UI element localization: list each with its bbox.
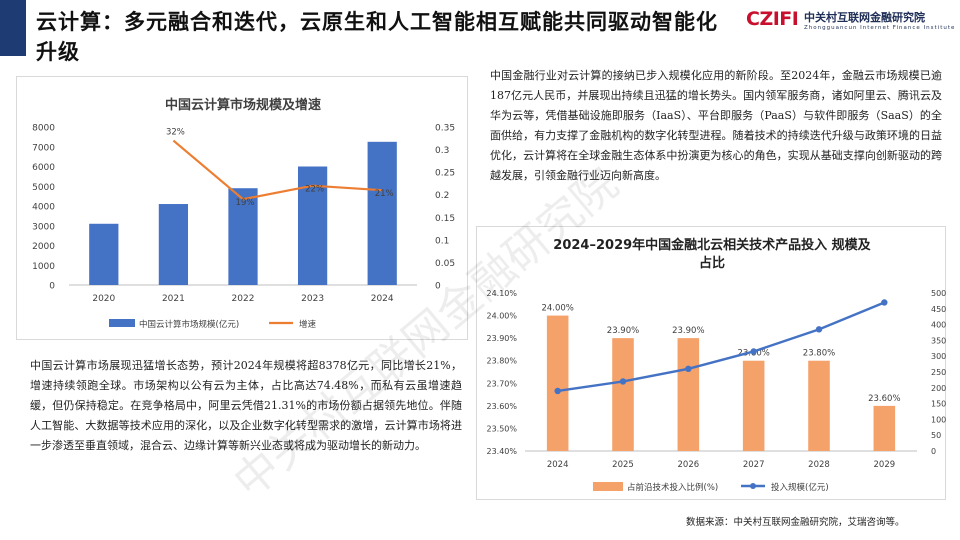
finance-cloud-paragraph: 中国金融行业对云计算的接纳已步入规模化应用的新阶段。至2024年，金融云市场规模… bbox=[490, 69, 942, 182]
legend-label-scale: 投入规模(亿元) bbox=[771, 482, 829, 493]
y-left-tick-label: 0 bbox=[49, 282, 55, 292]
investment-share-bar bbox=[612, 338, 634, 451]
growth-rate-label: 22% bbox=[305, 185, 324, 195]
chart-title: 中国云计算市场规模及增速 bbox=[165, 97, 321, 113]
y-right-tick-label: 350 bbox=[931, 336, 946, 345]
growth-rate-label: 21% bbox=[375, 189, 394, 199]
cloud-market-paragraph: 中国云计算市场展现迅猛增长态势，预计2024年规模将超8378亿元，同比增长21… bbox=[30, 359, 462, 452]
investment-share-label: 23.90% bbox=[672, 326, 704, 336]
legend-swatch-market-size bbox=[109, 319, 135, 327]
y-right-tick-label: 300 bbox=[931, 352, 946, 361]
y-left-tick-label: 2000 bbox=[32, 242, 55, 252]
market-size-chart-panel: 中国云计算市场规模及增速 0 1000 2000 3000 4000 5000 6000 700… bbox=[16, 76, 468, 340]
y-right-tick-label: 250 bbox=[931, 368, 946, 377]
y-left-tick-label: 1000 bbox=[32, 262, 55, 272]
y-left-tick-label: 7000 bbox=[32, 143, 55, 153]
y-right-tick-label: 0.2 bbox=[435, 191, 449, 201]
logo-name: 中关村互联网金融研究院 bbox=[804, 11, 925, 24]
y-right-tick-label: 400 bbox=[931, 321, 946, 330]
x-tick-label: 2028 bbox=[808, 460, 830, 470]
finance-cloud-investment-chart-panel: 2024–2029年中国金融北云相关技术产品投入 规模及 占比 23.40% 23.5… bbox=[476, 226, 946, 500]
legend-label-market-size: 中国云计算市场规模(亿元) bbox=[139, 319, 239, 330]
market-size-bar bbox=[89, 223, 119, 285]
y-left-tick-label: 5000 bbox=[32, 183, 55, 193]
y-left-tick-label: 8000 bbox=[32, 124, 55, 134]
x-tick-label: 2026 bbox=[678, 460, 700, 470]
growth-rate-label: 19% bbox=[236, 198, 255, 208]
market-size-bar bbox=[158, 204, 189, 285]
institute-logo: CZIFI 中关村互联网金融研究院 Zhongguancun Internet … bbox=[746, 6, 960, 40]
investment-share-label: 24.00% bbox=[541, 304, 573, 314]
y-right-tick-label: 450 bbox=[931, 305, 946, 314]
y-right-tick-label: 0.3 bbox=[435, 146, 449, 156]
legend-swatch-share bbox=[593, 482, 623, 491]
y-right-tick-label: 0.35 bbox=[435, 124, 455, 134]
title-accent-bar bbox=[0, 0, 26, 56]
x-tick-label: 2022 bbox=[232, 294, 255, 304]
x-tick-label: 2023 bbox=[301, 294, 324, 304]
growth-rate-label: 32% bbox=[166, 128, 185, 138]
y-right-tick-label: 50 bbox=[931, 431, 941, 440]
market-size-bar bbox=[228, 188, 258, 285]
y-right-tick-label: 0 bbox=[931, 447, 936, 456]
y-left-tick-label: 6000 bbox=[32, 163, 55, 173]
legend-marker-scale bbox=[750, 483, 756, 489]
x-tick-label: 2021 bbox=[162, 294, 185, 304]
legend-label-share: 占前沿技术投入比例(%) bbox=[627, 482, 718, 493]
market-size-chart: 中国云计算市场规模及增速 0 1000 2000 3000 4000 5000 6000 700… bbox=[32, 97, 455, 330]
chart-title-line-1: 2024–2029年中国金融北云相关技术产品投入 规模及 bbox=[553, 237, 871, 253]
y-right-tick-label: 0.1 bbox=[435, 236, 449, 246]
page-title: 云计算：多元融合和迭代，云原生和人工智能相互赋能共同驱动智能化升级 bbox=[36, 9, 718, 64]
investment-share-label: 23.60% bbox=[868, 394, 900, 404]
investment-scale-point bbox=[815, 326, 823, 333]
y-left-tick-label: 3000 bbox=[32, 222, 55, 232]
x-tick-label: 2024 bbox=[371, 294, 394, 304]
y-left-tick-label: 23.50% bbox=[486, 424, 517, 433]
y-right-tick-label: 0.15 bbox=[435, 214, 455, 224]
y-left-tick-label: 23.60% bbox=[486, 402, 517, 411]
y-right-tick-label: 0 bbox=[435, 282, 441, 292]
investment-share-label: 23.80% bbox=[803, 349, 835, 359]
investment-scale-point bbox=[685, 365, 692, 373]
y-right-tick-label: 0.05 bbox=[435, 259, 455, 269]
investment-share-bar bbox=[742, 360, 765, 451]
y-left-tick-label: 23.40% bbox=[486, 447, 517, 456]
y-left-tick-label: 23.90% bbox=[486, 334, 517, 343]
investment-share-bar bbox=[677, 338, 700, 451]
x-tick-label: 2020 bbox=[92, 294, 115, 304]
y-right-tick-label: 0.25 bbox=[435, 169, 455, 179]
y-left-tick-label: 4000 bbox=[32, 203, 55, 213]
y-left-tick-label: 23.80% bbox=[486, 357, 517, 366]
investment-scale-point bbox=[881, 299, 888, 306]
y-left-tick-label: 23.70% bbox=[486, 379, 517, 388]
x-tick-label: 2025 bbox=[612, 460, 634, 470]
x-tick-label: 2024 bbox=[547, 460, 569, 470]
legend-label-growth: 增速 bbox=[299, 319, 317, 330]
x-tick-label: 2029 bbox=[874, 460, 896, 470]
investment-share-label: 23.90% bbox=[607, 326, 639, 336]
growth-rate-line bbox=[172, 139, 383, 201]
y-right-tick-label: 500 bbox=[931, 289, 946, 298]
investment-scale-point bbox=[619, 378, 627, 385]
y-left-tick-label: 24.00% bbox=[486, 312, 517, 321]
market-size-bar bbox=[367, 141, 397, 285]
chart-title-line-2: 占比 bbox=[699, 255, 725, 271]
investment-scale-line bbox=[557, 301, 885, 393]
investment-share-bar bbox=[546, 315, 569, 451]
data-source-note: 数据来源：中关村互联网金融研究院，艾瑞咨询等。 bbox=[686, 517, 905, 528]
logo-subtitle: Zhongguancun Internet Finance Institute bbox=[804, 25, 956, 31]
y-right-tick-label: 200 bbox=[931, 384, 946, 393]
investment-share-bar bbox=[873, 405, 896, 451]
logo-mark: CZIFI bbox=[746, 8, 799, 30]
y-left-tick-label: 24.10% bbox=[486, 289, 517, 298]
y-right-tick-label: 150 bbox=[931, 400, 946, 409]
investment-share-bar bbox=[808, 360, 830, 451]
investment-scale-point bbox=[554, 387, 561, 395]
investment-scale-point bbox=[750, 348, 757, 355]
y-right-tick-label: 100 bbox=[931, 415, 946, 424]
x-tick-label: 2027 bbox=[743, 460, 765, 470]
